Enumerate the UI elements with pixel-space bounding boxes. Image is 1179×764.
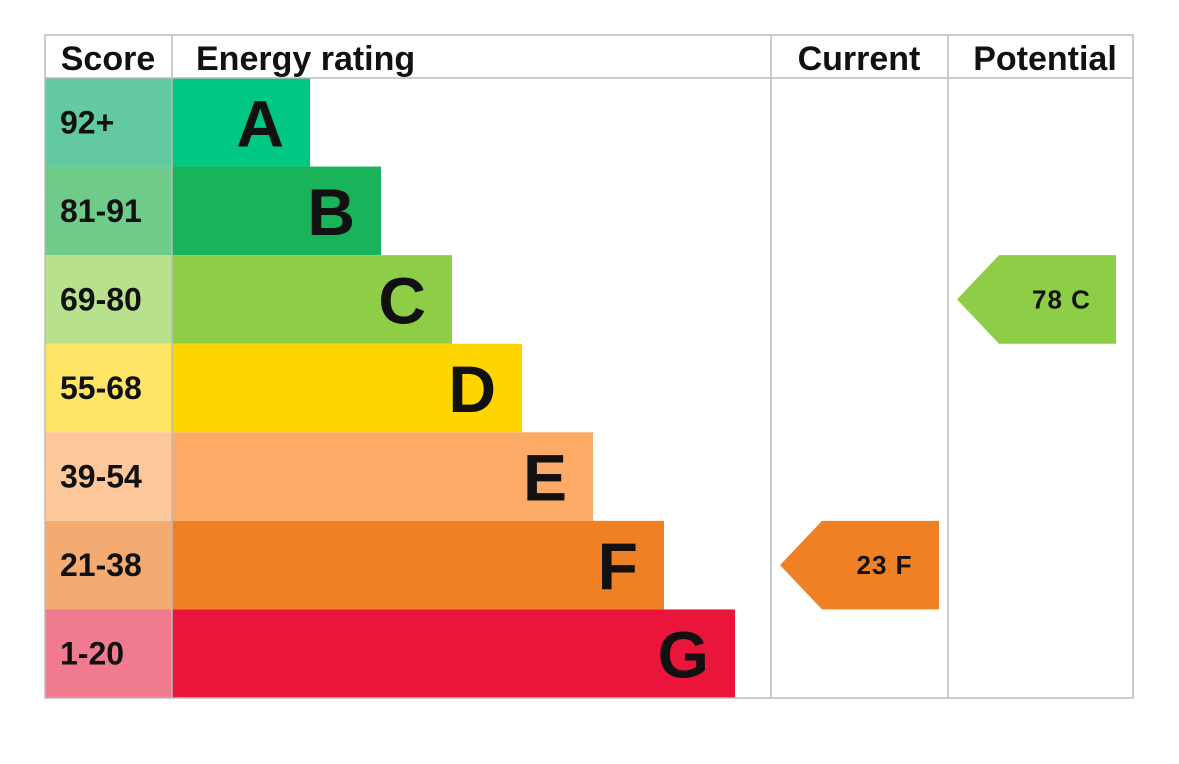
band-bar-e [172,432,593,521]
current-rating-label: 23 F [856,550,912,580]
score-cell-f [45,520,172,610]
band-bar-c [172,255,452,344]
score-cell-b [45,166,172,256]
bands-layer: 92+ A 81-91 B 69-80 C 55-68 D 39-54 E 21-38 F 1-20 G [45,78,735,698]
score-cell-d [45,343,172,433]
score-cell-e [45,432,172,521]
table-grid [44,34,1134,699]
band-bar-a [172,78,310,167]
score-cell-c [45,255,172,344]
band-letter-a: A [236,86,284,160]
current-rating-arrow [780,520,939,610]
score-cell-a [45,78,172,167]
score-range-d: 55-68 [60,370,142,406]
band-bar-d [172,343,522,433]
band-letter-g: G [658,618,709,692]
band-letter-c: C [378,263,426,337]
header-score: Score [61,40,156,78]
score-range-b: 81-91 [60,193,142,229]
score-range-e: 39-54 [60,459,142,495]
score-cell-g [45,609,172,698]
band-letter-f: F [598,529,638,603]
arrow-layer: 23 F 78 C [780,255,1116,610]
header-current: Current [798,40,921,78]
header-potential: Potential [973,40,1117,78]
band-bar-g [172,609,735,698]
score-range-f: 21-38 [60,547,142,583]
band-bar-b [172,166,381,256]
score-range-c: 69-80 [60,281,142,317]
potential-rating-label: 78 C [1032,284,1091,314]
table-border [44,34,1134,699]
band-letter-e: E [523,441,567,515]
score-range-g: 1-20 [60,636,124,672]
band-bar-f [172,520,664,610]
score-range-a: 92+ [60,104,114,140]
potential-rating-arrow [957,255,1116,344]
band-letter-b: B [307,175,355,249]
header-row: Score Energy rating Current Potential [61,40,1117,78]
band-letter-d: D [448,352,496,426]
header-energy-rating: Energy rating [196,40,415,78]
